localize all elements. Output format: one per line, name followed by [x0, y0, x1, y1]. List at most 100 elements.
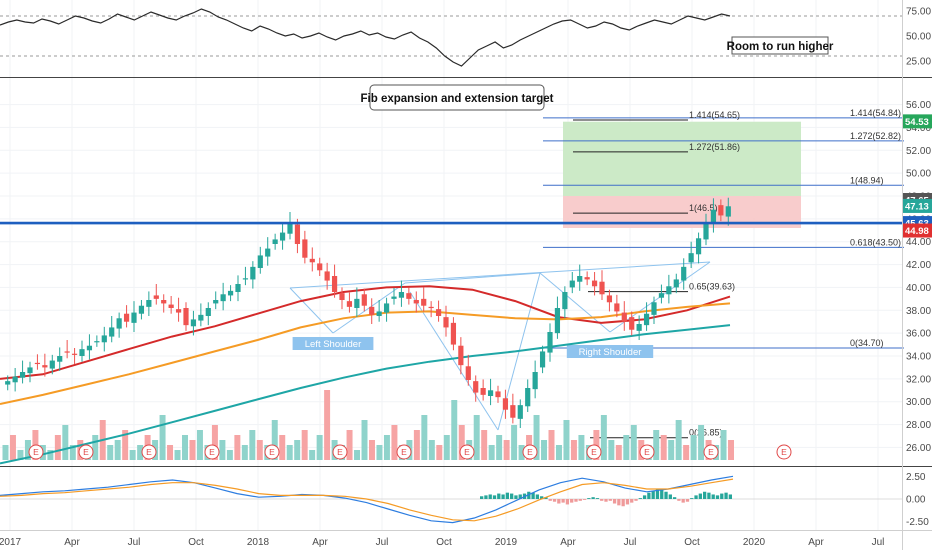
volume-bar: [294, 440, 301, 460]
candle-body: [57, 356, 63, 362]
candle-body: [577, 276, 583, 282]
fib-level-label: 0(34.70): [850, 338, 884, 348]
candle-body: [591, 280, 598, 287]
profit-target-zone: [563, 121, 801, 196]
x-tick-label: Apr: [312, 537, 328, 548]
volume-bar: [316, 435, 323, 460]
candle-body: [168, 304, 174, 308]
candle-body: [554, 308, 561, 334]
macd-histogram-bar: [638, 498, 642, 499]
macd-line: [0, 478, 734, 522]
earnings-marker-label: E: [644, 447, 650, 457]
candle-body: [606, 295, 613, 303]
volume-bar: [473, 415, 480, 460]
macd-histogram-bar: [574, 499, 578, 502]
volume-bar: [189, 440, 196, 460]
macd-histogram-bar: [552, 499, 557, 502]
candle-body: [146, 300, 152, 307]
macd-histogram-bar: [587, 498, 591, 499]
volume-bar: [226, 450, 233, 460]
fib-level-label: 1(48.94): [850, 175, 884, 185]
moving-average-line: [0, 324, 731, 465]
volume-bar: [219, 440, 226, 460]
earnings-marker-label: E: [209, 447, 215, 457]
x-tick-label: Apr: [560, 537, 576, 548]
candle-body: [502, 398, 509, 410]
volume-bar: [24, 440, 31, 460]
volume-bar: [256, 440, 263, 460]
macd-histogram-bar: [642, 495, 647, 499]
macd-histogram-bar: [694, 495, 698, 499]
price-tag-label: 47.13: [905, 201, 929, 212]
macd-histogram-bar: [488, 494, 492, 499]
candle-body: [688, 253, 694, 263]
candle-body: [435, 309, 442, 316]
macd-histogram-bar: [484, 495, 488, 499]
macd-histogram-bar: [720, 493, 724, 499]
fib-level-label: 1.272(52.82): [850, 131, 901, 141]
x-tick-label: Jul: [872, 537, 885, 548]
volume-bar: [668, 440, 675, 460]
earnings-marker-icon: [459, 444, 475, 460]
macd-histogram-bar: [501, 494, 505, 499]
candle-body: [34, 362, 41, 365]
candle-body: [487, 390, 494, 396]
x-tick-label: Oct: [684, 537, 700, 548]
rsi-indicator: [0, 8, 902, 67]
earnings-marker-icon: [776, 444, 792, 460]
macd-histogram-bar: [531, 492, 535, 499]
earnings-marker-icon: [28, 444, 44, 460]
macd-histogram-bar: [540, 496, 544, 499]
volume-bar: [683, 445, 690, 460]
fib-levels: 0(34.70) 0.618(43.50) 1(48.94) 1.272(52.82)…: [543, 108, 904, 439]
macd-histogram-bar: [672, 497, 677, 499]
pattern-line: [409, 291, 499, 431]
volume-bar: [541, 440, 548, 460]
candle-body: [272, 239, 278, 244]
macd-histogram-bar: [557, 499, 561, 504]
candle-body: [458, 345, 464, 366]
volume-bar: [563, 420, 570, 460]
macd-histogram-bar: [612, 499, 617, 504]
candle-body: [198, 314, 204, 321]
price-tag-label: 44.98: [905, 226, 929, 237]
volume-bar: [421, 415, 428, 460]
candle-body: [695, 238, 702, 255]
volume-bar: [615, 445, 622, 460]
macd-histogram-bar: [514, 495, 518, 499]
volume-bar: [600, 415, 607, 460]
candle-body: [257, 255, 263, 268]
volume-bar: [122, 430, 129, 460]
candle-body: [599, 281, 605, 295]
macd-histogram-bar: [707, 492, 711, 499]
macd-histogram-bar: [625, 499, 630, 505]
candle-body: [190, 319, 197, 327]
volume-bar: [17, 450, 24, 460]
macd-histogram-bar: [480, 496, 484, 499]
volume-bar: [720, 430, 727, 460]
volume-bar: [309, 450, 316, 460]
pattern-neckline: [289, 261, 711, 289]
candle-body: [643, 313, 650, 326]
pattern-label-background: [292, 337, 374, 350]
y-tick-label: 42.00: [906, 260, 931, 271]
earnings-marker-label: E: [33, 447, 39, 457]
volume-bar: [182, 435, 188, 460]
volume-bar: [241, 445, 248, 460]
x-tick-label: Oct: [188, 537, 204, 548]
candle-body: [525, 388, 531, 407]
rsi-line: [0, 8, 731, 67]
volume-bar: [451, 400, 458, 460]
moving-averages: [0, 285, 731, 465]
candle-body: [539, 351, 546, 368]
volume-bar: [196, 430, 203, 460]
candle-body: [569, 280, 575, 288]
volume-bar: [675, 420, 682, 460]
volume-bar: [555, 445, 562, 460]
candle-body: [421, 298, 427, 306]
candle-body: [331, 276, 338, 292]
volume-bar: [436, 445, 443, 460]
y-tick-label: 38.00: [906, 306, 931, 317]
